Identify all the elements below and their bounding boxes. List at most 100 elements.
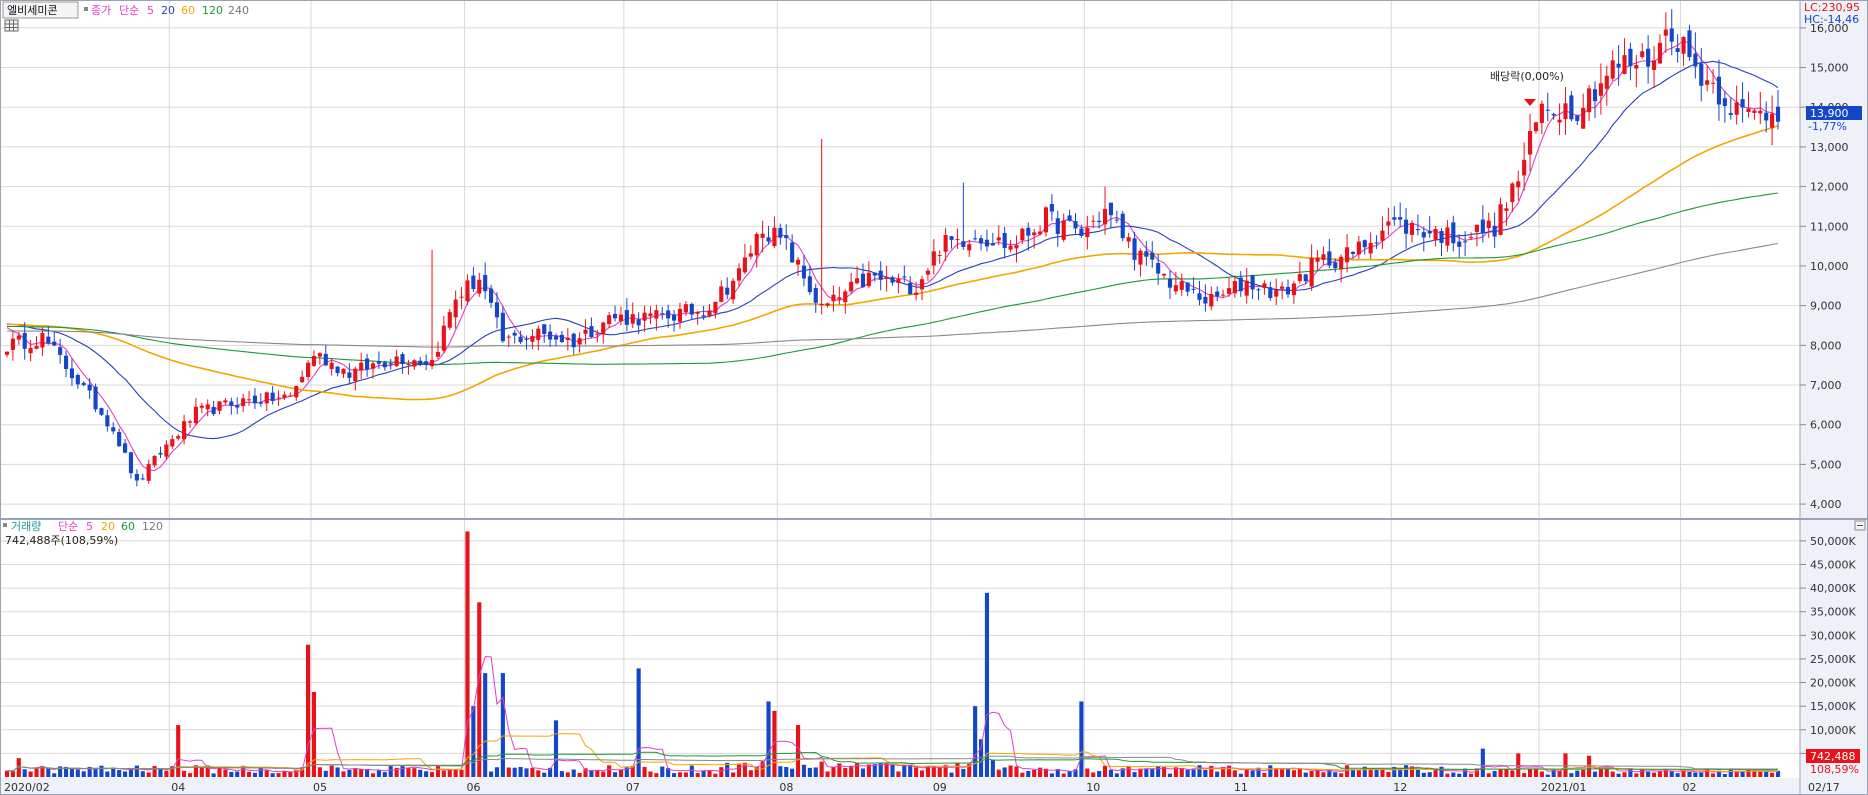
volume-bar: [1226, 765, 1232, 777]
volume-bar: [1049, 773, 1054, 777]
volume-bar: [518, 766, 523, 777]
volume-bar: [134, 765, 139, 777]
candle-body: [1356, 241, 1361, 255]
candle-body: [1575, 115, 1580, 121]
candle-body: [801, 265, 807, 279]
volume-bar: [801, 764, 807, 777]
candle: [276, 390, 281, 407]
table-icon[interactable]: [4, 19, 19, 32]
candle-body: [170, 439, 175, 447]
candle: [908, 276, 913, 295]
time-axis-label: 06: [466, 781, 480, 794]
candle-body: [1516, 181, 1521, 188]
candle: [359, 352, 364, 380]
candle: [725, 277, 730, 300]
stock-name-box[interactable]: [2, 1, 79, 19]
candle: [1291, 280, 1296, 304]
volume-bar: [1238, 773, 1243, 777]
candle-body: [813, 287, 818, 303]
candle-body: [1173, 285, 1178, 292]
candle: [1061, 213, 1066, 243]
candle-body: [1043, 207, 1049, 233]
candle: [1539, 100, 1544, 135]
volume-bar: [347, 769, 352, 777]
candle: [1315, 250, 1320, 270]
candle-body: [577, 338, 582, 345]
candle: [388, 358, 393, 370]
volume-bar: [1091, 772, 1096, 777]
candle-body: [1274, 289, 1279, 297]
volume-bar: [1232, 770, 1237, 777]
volume-bar: [1663, 768, 1668, 777]
volume-tick-label: 25,000K: [1810, 653, 1856, 666]
candle: [748, 245, 753, 260]
candle: [264, 391, 269, 412]
vma5-legend: 5: [86, 520, 93, 533]
volume-bar: [1344, 765, 1350, 777]
volume-bar: [311, 692, 317, 777]
candle: [1138, 248, 1143, 277]
volume-bar: [1026, 770, 1031, 777]
candle: [1592, 81, 1598, 118]
volume-bar: [1185, 769, 1190, 777]
candle-body: [512, 332, 517, 336]
volume-bar: [306, 644, 311, 777]
candle-body: [246, 399, 252, 401]
candle: [719, 280, 724, 303]
volume-bar: [1539, 771, 1544, 777]
candle-body: [1221, 294, 1226, 296]
candle: [418, 357, 423, 367]
volume-bar: [1209, 765, 1214, 777]
volume-bar: [1451, 772, 1456, 777]
candle: [1551, 112, 1556, 120]
candle: [902, 265, 907, 283]
volume-bar: [1510, 770, 1515, 777]
candle-body: [642, 312, 647, 321]
candle: [1049, 194, 1054, 221]
candle: [1297, 261, 1302, 284]
volume-bar: [1610, 771, 1615, 777]
vma120-legend: 120: [142, 520, 163, 533]
volume-bar: [99, 765, 104, 777]
candle-body: [1067, 215, 1072, 221]
candle-body: [955, 239, 960, 241]
candle-body: [1368, 242, 1373, 254]
candle-body: [447, 312, 452, 328]
volume-bar: [1533, 768, 1539, 777]
candle-body: [87, 384, 92, 391]
candle: [1669, 9, 1674, 56]
volume-bar: [636, 668, 641, 777]
candle-body: [990, 243, 995, 246]
volume-bar: [725, 762, 730, 777]
volume-bar: [1002, 767, 1007, 777]
candle: [1415, 214, 1420, 236]
volume-bar: [1108, 769, 1113, 777]
candle-body: [1197, 293, 1202, 300]
volume-bar: [583, 768, 588, 777]
candle-body: [429, 360, 435, 367]
volume-bar: [967, 763, 972, 777]
candle: [1344, 234, 1350, 273]
volume-bar: [1380, 768, 1385, 777]
candle-body: [182, 421, 187, 440]
candle: [288, 392, 293, 397]
volume-legend-label: 거래량: [11, 520, 41, 533]
volume-panel-bg: [0, 520, 1800, 778]
volume-bar: [559, 771, 564, 777]
candle: [4, 351, 10, 358]
volume-bar: [1327, 769, 1332, 777]
candle: [1557, 103, 1562, 135]
volume-bar: [713, 773, 718, 777]
candle: [1740, 82, 1745, 123]
candle: [1203, 284, 1208, 312]
volume-bar: [1350, 769, 1356, 777]
volume-bar: [69, 768, 75, 777]
volume-tick-label: 50,000K: [1810, 535, 1856, 548]
volume-bar: [1374, 770, 1379, 777]
candle-body: [1728, 113, 1733, 115]
candle: [518, 330, 523, 344]
price-tick-label: 7,000: [1810, 379, 1842, 392]
candle: [1055, 210, 1060, 247]
volume-bar: [123, 771, 128, 777]
